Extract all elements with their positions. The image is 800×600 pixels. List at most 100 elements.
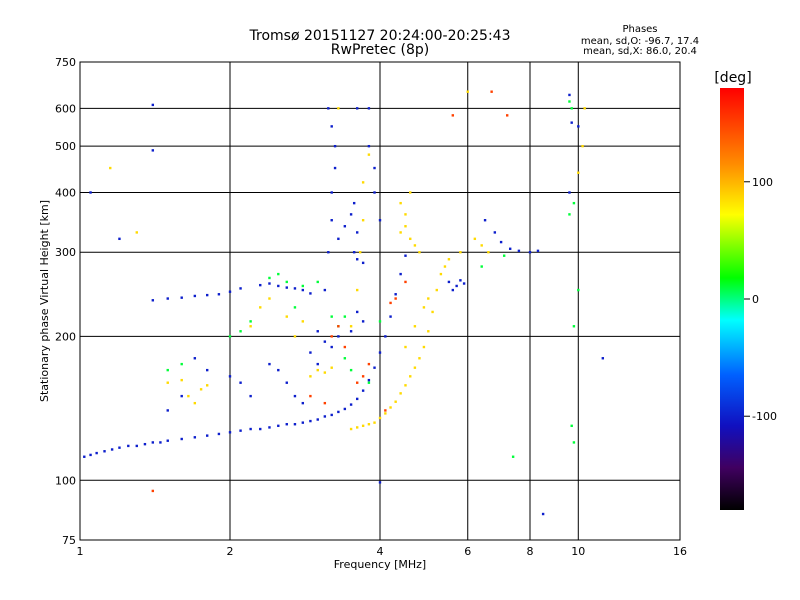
data-point [205, 434, 209, 437]
data-point [349, 368, 353, 372]
data-point [378, 351, 382, 354]
data-point [568, 93, 571, 97]
data-point [355, 288, 359, 292]
data-point [581, 144, 584, 148]
data-point [309, 351, 312, 354]
data-point [355, 381, 359, 384]
data-point [409, 191, 412, 194]
data-point [409, 375, 412, 378]
data-point [349, 330, 353, 333]
data-point [349, 325, 353, 328]
data-point [399, 201, 402, 205]
data-point [483, 219, 487, 222]
data-point [361, 375, 365, 378]
data-point [343, 225, 347, 228]
data-point [394, 400, 397, 403]
data-point [349, 403, 353, 406]
data-point [89, 453, 92, 457]
data-points [83, 90, 605, 516]
data-point [443, 265, 447, 268]
data-point [268, 276, 271, 280]
data-point [301, 320, 305, 323]
data-point [404, 345, 407, 349]
data-point [355, 258, 359, 261]
colorbar-tick-label: -100 [752, 410, 777, 423]
data-point [268, 282, 271, 285]
data-point [277, 284, 280, 288]
data-point [435, 288, 438, 292]
plot-frame [79, 61, 681, 541]
data-point [355, 397, 359, 401]
y-tick-label: 300 [55, 246, 76, 259]
data-point [151, 299, 155, 302]
data-point [413, 325, 417, 328]
x-tick-label: 10 [571, 545, 585, 558]
data-point [447, 280, 451, 284]
data-point [343, 407, 347, 411]
data-point [462, 282, 466, 285]
data-point [570, 107, 573, 110]
data-point [349, 213, 353, 216]
data-point [217, 432, 221, 436]
data-point [193, 357, 197, 360]
data-point [277, 424, 280, 428]
x-tick-label: 8 [527, 545, 534, 558]
data-point [285, 280, 288, 284]
data-point [480, 244, 483, 247]
data-point [323, 340, 327, 343]
data-point [378, 320, 382, 323]
data-point [572, 441, 576, 444]
data-point [337, 335, 340, 338]
data-point [466, 90, 469, 93]
data-point [349, 427, 353, 431]
data-point [583, 107, 586, 110]
data-point [259, 427, 262, 431]
data-point [293, 306, 297, 309]
data-point [151, 489, 155, 493]
data-point [166, 368, 169, 372]
data-point [367, 153, 371, 156]
data-point [205, 293, 209, 297]
data-point [455, 284, 458, 288]
data-point [249, 320, 252, 323]
data-point [330, 219, 333, 222]
data-point [239, 287, 242, 290]
data-point [151, 441, 155, 444]
data-point [249, 394, 252, 398]
data-point [418, 357, 421, 360]
data-point [301, 401, 305, 405]
data-point [361, 424, 365, 428]
data-point [268, 297, 271, 300]
data-point [323, 371, 327, 374]
data-point [577, 288, 580, 292]
data-point [413, 366, 417, 369]
data-point [361, 320, 365, 323]
data-point [343, 357, 347, 360]
data-point [517, 249, 521, 253]
data-point [373, 191, 376, 194]
data-point [568, 100, 571, 103]
data-point [285, 286, 288, 289]
data-point [399, 272, 402, 276]
data-point [459, 251, 462, 254]
data-point [568, 213, 571, 216]
data-point [205, 368, 209, 372]
data-point [367, 423, 371, 426]
colorbar-tick-label: 0 [752, 293, 759, 306]
data-point [378, 481, 382, 484]
data-point [490, 90, 493, 93]
chart-title: Tromsø 20151127 20:24:00-20:25:43 [249, 28, 511, 44]
data-point [499, 240, 503, 244]
data-point [330, 315, 333, 318]
data-point [330, 125, 333, 128]
data-point [323, 288, 327, 292]
data-point [355, 426, 359, 429]
data-point [361, 219, 365, 222]
data-point [110, 448, 114, 451]
data-point [333, 166, 337, 170]
data-point [505, 114, 509, 117]
data-point [355, 310, 359, 314]
data-point [301, 284, 305, 288]
data-point [330, 413, 333, 417]
data-point [480, 265, 483, 268]
